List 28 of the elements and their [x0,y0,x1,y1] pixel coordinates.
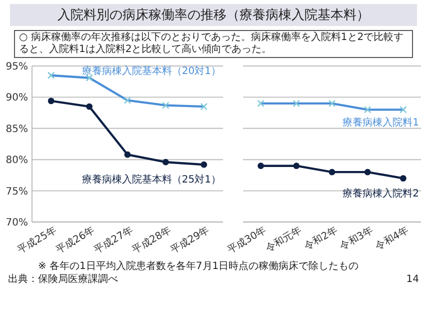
point [293,162,300,170]
y-tick-label: 75% [6,186,28,198]
chart-subtitle: ○ 病床稼働率の年次推移は以下のとおりであった。病床稼働率を入院料1と2で比較すると、入院料1は入院料2と比較して高い傾向であった。 [14,30,413,58]
series-label: 療養病棟入院料2 [342,187,419,200]
point [364,168,371,176]
point [86,103,92,110]
series-label: 療養病棟入院料1 [342,116,419,129]
point [162,158,169,166]
point [200,161,208,168]
y-tick-label: 80% [6,155,28,166]
point [400,175,406,182]
point [124,151,131,158]
chart-title: 入院料別の病床稼働率の推移（療養病棟入院基本料） [10,4,417,26]
series-label: 療養病棟入院基本料（25対1） [82,174,221,186]
y-tick-label: 70% [6,218,28,228]
series-label: 療養病棟入院基本料（20対1） [82,64,221,77]
y-tick-label: 85% [6,124,28,135]
y-tick-label: 95% [6,62,28,72]
point [258,162,264,170]
text: 14 [406,273,419,286]
source-note: 出典：保険局医療課調べ [8,274,118,285]
x-tick-label: 令和4年 [373,224,411,253]
text: ※ 各年の1日平均入院患者数を各年7月1日時点の稼働病床で除したもの [37,260,360,273]
x-tick-label: 令和2年 [302,224,340,253]
point [328,168,336,176]
y-tick-label: 90% [6,92,28,104]
x-tick-label: 令和3年 [338,224,376,253]
point [48,98,54,104]
